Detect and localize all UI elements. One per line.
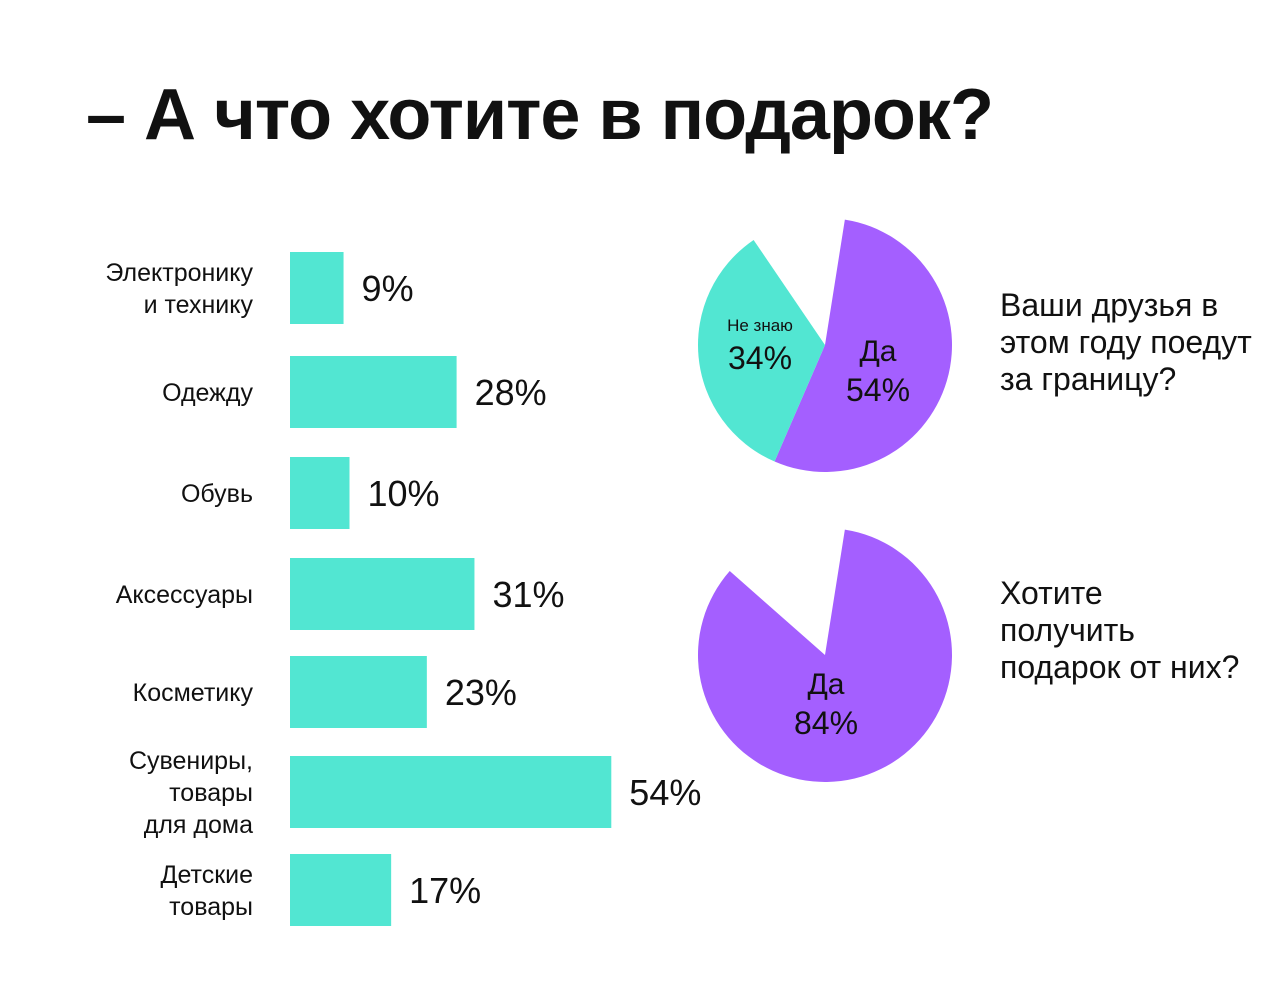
pie-slice xyxy=(698,529,952,782)
category-label: Обувь xyxy=(181,480,253,508)
value-label: 10% xyxy=(368,473,440,514)
category-label: Электронику и технику xyxy=(105,259,253,319)
want-gift-pie-chart: Да 84% xyxy=(698,529,952,782)
category-label: Аксессуары xyxy=(116,581,253,609)
bar xyxy=(290,558,475,630)
bar xyxy=(290,656,427,728)
bar xyxy=(290,252,344,324)
friends-abroad-question: Ваши друзья в этом году поедут за границ… xyxy=(1000,287,1252,397)
friends-abroad-pie-chart: Да 54% Не знаю 34% xyxy=(698,219,952,472)
pie-slice xyxy=(698,239,825,462)
slice-label: Не знаю xyxy=(727,316,793,335)
bar xyxy=(290,756,612,828)
category-label: Сувениры, товары для дома xyxy=(129,747,253,839)
slice-label: Да xyxy=(807,668,844,701)
value-label: 9% xyxy=(362,268,414,309)
pie-slice xyxy=(774,219,952,472)
bar xyxy=(290,356,457,428)
value-label: 28% xyxy=(475,372,547,413)
page-title: – А что хотите в подарок? xyxy=(86,75,994,155)
slice-value-label: 84% xyxy=(794,705,858,741)
slice-value-label: 34% xyxy=(728,340,792,376)
value-label: 23% xyxy=(445,672,517,713)
bar xyxy=(290,457,350,529)
gift-preferences-bar-chart: Электронику и технику 9% Одежду 28% Обувь 10% А… xyxy=(105,252,701,926)
category-label: Косметику xyxy=(133,679,254,707)
bar xyxy=(290,854,392,926)
slice-label: Да xyxy=(859,335,896,368)
value-label: 17% xyxy=(409,870,481,911)
want-gift-question: Хотите получить подарок от них? xyxy=(1000,575,1240,685)
category-label: Одежду xyxy=(162,379,253,407)
value-label: 54% xyxy=(629,772,701,813)
slice-value-label: 54% xyxy=(846,372,910,408)
category-label: Детские товары xyxy=(161,861,253,921)
value-label: 31% xyxy=(492,574,564,615)
